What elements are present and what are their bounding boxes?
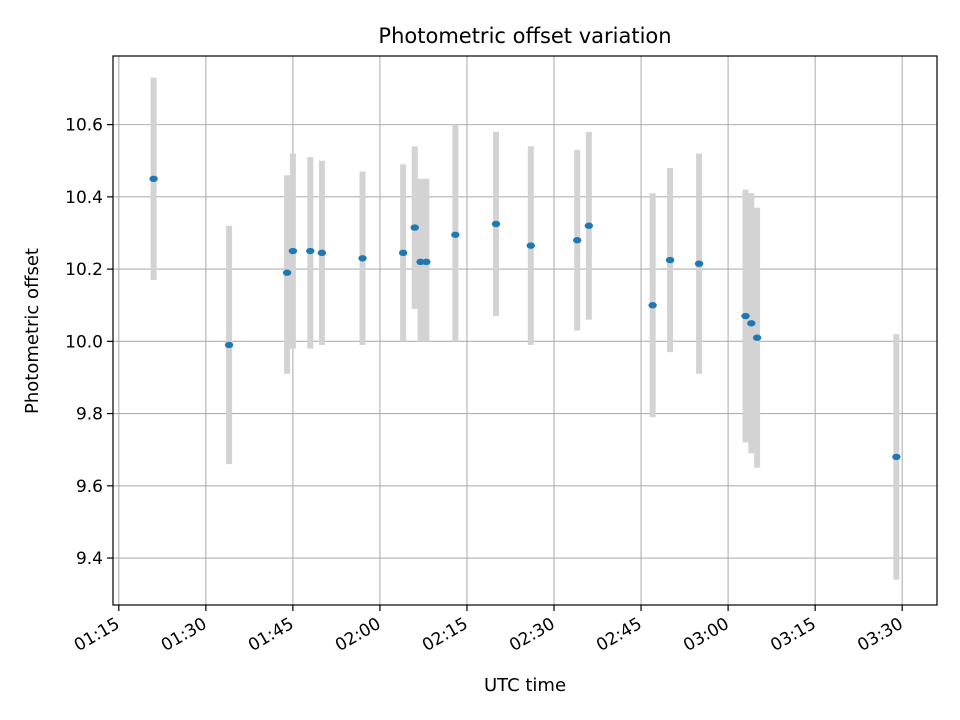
y-tick-label: 9.8 [76, 405, 103, 425]
chart-title: Photometric offset variation [378, 24, 671, 48]
data-point [694, 260, 704, 267]
y-tick-label: 10.4 [65, 188, 103, 208]
data-point [526, 242, 536, 249]
data-point [306, 247, 315, 255]
data-point [491, 220, 501, 228]
data-point [288, 247, 298, 255]
data-point [416, 258, 425, 266]
data-point [422, 258, 431, 266]
y-axis-ticks: 9.4 9.6 9.8 10.0 10.2 10.4 10.6 [65, 116, 113, 569]
data-point [398, 249, 408, 257]
data-point [573, 237, 582, 244]
y-tick-label: 10.0 [65, 332, 103, 352]
data-points [149, 175, 901, 461]
data-point [358, 255, 367, 262]
data-point [752, 334, 762, 341]
data-point [741, 312, 750, 320]
y-tick-label: 9.6 [76, 477, 103, 497]
data-point [648, 302, 657, 309]
data-point [584, 222, 594, 229]
y-tick-label: 10.2 [65, 260, 103, 280]
grid [113, 56, 937, 605]
data-point [224, 341, 234, 349]
data-point [410, 224, 419, 231]
plot-frame [112, 55, 938, 606]
data-point [451, 231, 460, 238]
data-point [747, 320, 756, 327]
y-tick-label: 9.4 [76, 549, 103, 569]
data-point [149, 175, 158, 183]
data-point [892, 453, 901, 461]
y-tick-label: 10.6 [65, 116, 103, 136]
data-point [282, 269, 292, 276]
data-point [317, 249, 327, 257]
data-point [665, 256, 675, 264]
x-axis-label: UTC time [484, 675, 566, 696]
y-axis-label: Photometric offset [22, 248, 43, 414]
